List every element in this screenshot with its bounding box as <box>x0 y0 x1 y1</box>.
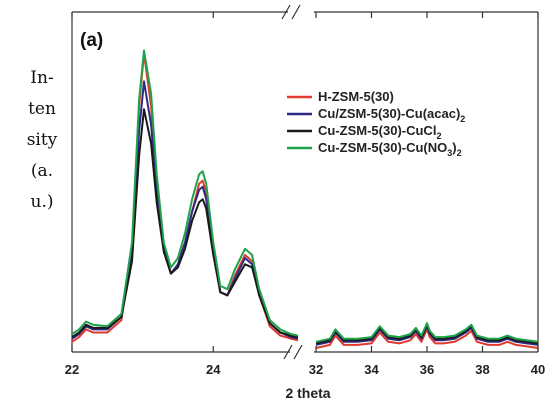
panel-label: (a) <box>80 30 103 51</box>
x-tick-label: 34 <box>364 362 379 377</box>
axis-break-mark <box>293 344 303 360</box>
axis-break-mark <box>283 344 293 360</box>
axis-break-mark <box>281 4 291 20</box>
series-line-3-left <box>71 108 299 339</box>
legend-label-3: Cu-ZSM-5(30)-CuCl2 <box>318 123 441 141</box>
legend-label-1: H-ZSM-5(30) <box>318 89 394 104</box>
x-tick-label: 36 <box>420 362 434 377</box>
plot-frame <box>71 4 539 360</box>
x-axis-title: 2 theta <box>285 385 330 401</box>
legend-label-4: Cu-ZSM-5(30)-Cu(NO3)2 <box>318 140 462 158</box>
legend: H-ZSM-5(30)Cu/ZSM-5(30)-Cu(acac)2Cu-ZSM-… <box>287 89 465 158</box>
series-layer <box>71 49 539 349</box>
x-tick-label: 40 <box>531 362 545 377</box>
y-axis-label-line-1: In- <box>30 68 54 88</box>
y-axis-label-line-2: ten <box>28 99 56 119</box>
x-tick-label: 22 <box>65 362 79 377</box>
y-axis-label-line-5: u.) <box>30 192 54 212</box>
y-axis-label-line-3: sity <box>26 130 58 150</box>
series-line-1-right <box>315 328 539 349</box>
x-tick-label: 32 <box>309 362 323 377</box>
axis-break-mark <box>291 4 301 20</box>
series-line-2-left <box>71 80 299 340</box>
series-line-4-left <box>71 49 299 337</box>
y-axis-label-line-4: (a. <box>30 161 54 181</box>
x-tick-label: 24 <box>206 362 221 377</box>
series-line-4-right <box>315 322 539 343</box>
series-line-1-left <box>71 52 299 343</box>
ticks-layer: 22 24 32 34 36 38 40 <box>65 12 545 377</box>
x-tick-label: 38 <box>475 362 489 377</box>
legend-label-2: Cu/ZSM-5(30)-Cu(acac)2 <box>318 106 465 124</box>
